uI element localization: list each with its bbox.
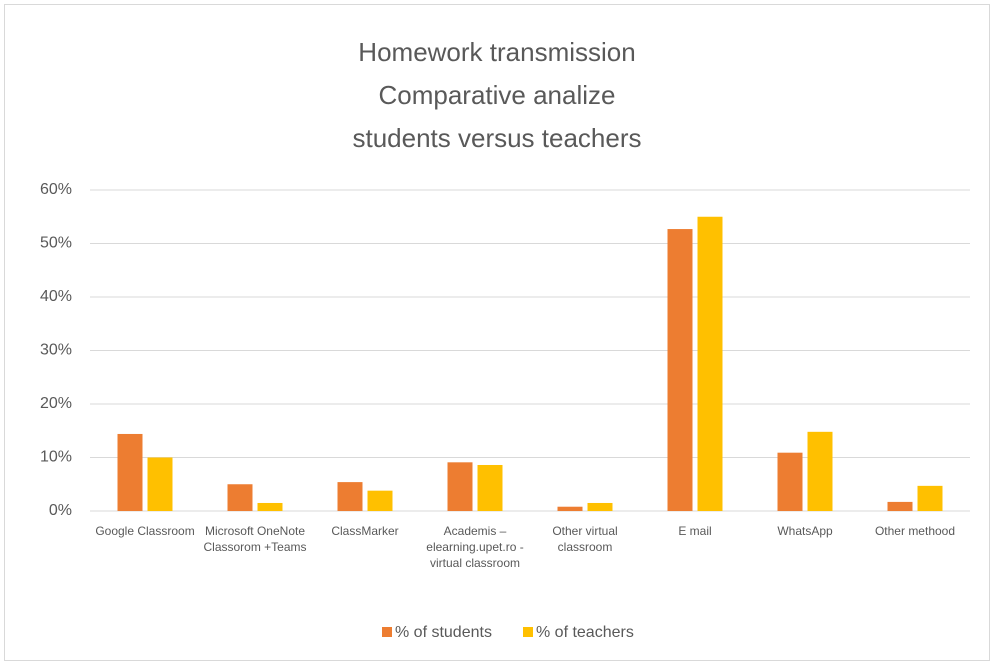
bar: [227, 484, 253, 511]
bar: [117, 433, 143, 511]
chart-title: Comparative analize: [378, 80, 615, 110]
chart-title: Homework transmission: [358, 37, 635, 67]
bar: [887, 501, 913, 511]
bar: [777, 452, 803, 511]
x-tick-label: ClassMarker: [331, 524, 399, 538]
x-tick-label: Google Classroom: [95, 524, 195, 538]
y-tick-label: 0%: [49, 502, 72, 519]
chart-border: [4, 4, 990, 661]
bar: [257, 502, 283, 511]
x-tick-label: Other methood: [874, 524, 956, 538]
bar: [367, 490, 393, 511]
y-tick-label: 30%: [40, 342, 72, 359]
x-tick-label: Academis – elearning.upet.ro - virtual c…: [426, 524, 524, 570]
bar: [557, 506, 583, 511]
legend-swatch: [382, 627, 392, 637]
y-tick-label: 60%: [40, 181, 72, 198]
bar: [587, 502, 613, 511]
bar: [697, 216, 723, 511]
bar: [807, 431, 833, 511]
x-tick-label: Microsoft OneNote Classorom +Teams: [203, 524, 307, 554]
bar: [917, 485, 943, 511]
bar: [337, 482, 363, 511]
x-tick-label: WhatsApp: [777, 524, 833, 538]
chart-title: students versus teachers: [352, 123, 641, 153]
x-tick-label: Other virtual classroom: [552, 524, 618, 554]
bar: [447, 462, 473, 511]
bar: [477, 464, 503, 511]
y-tick-label: 50%: [40, 235, 72, 252]
y-tick-label: 40%: [40, 288, 72, 305]
legend-label: % of teachers: [536, 624, 634, 641]
bar: [147, 457, 173, 511]
y-tick-label: 20%: [40, 395, 72, 412]
x-tick-label: E mail: [678, 524, 712, 538]
bar: [667, 229, 693, 511]
legend-label: % of students: [395, 624, 492, 641]
legend-swatch: [523, 627, 533, 637]
y-tick-label: 10%: [40, 449, 72, 466]
